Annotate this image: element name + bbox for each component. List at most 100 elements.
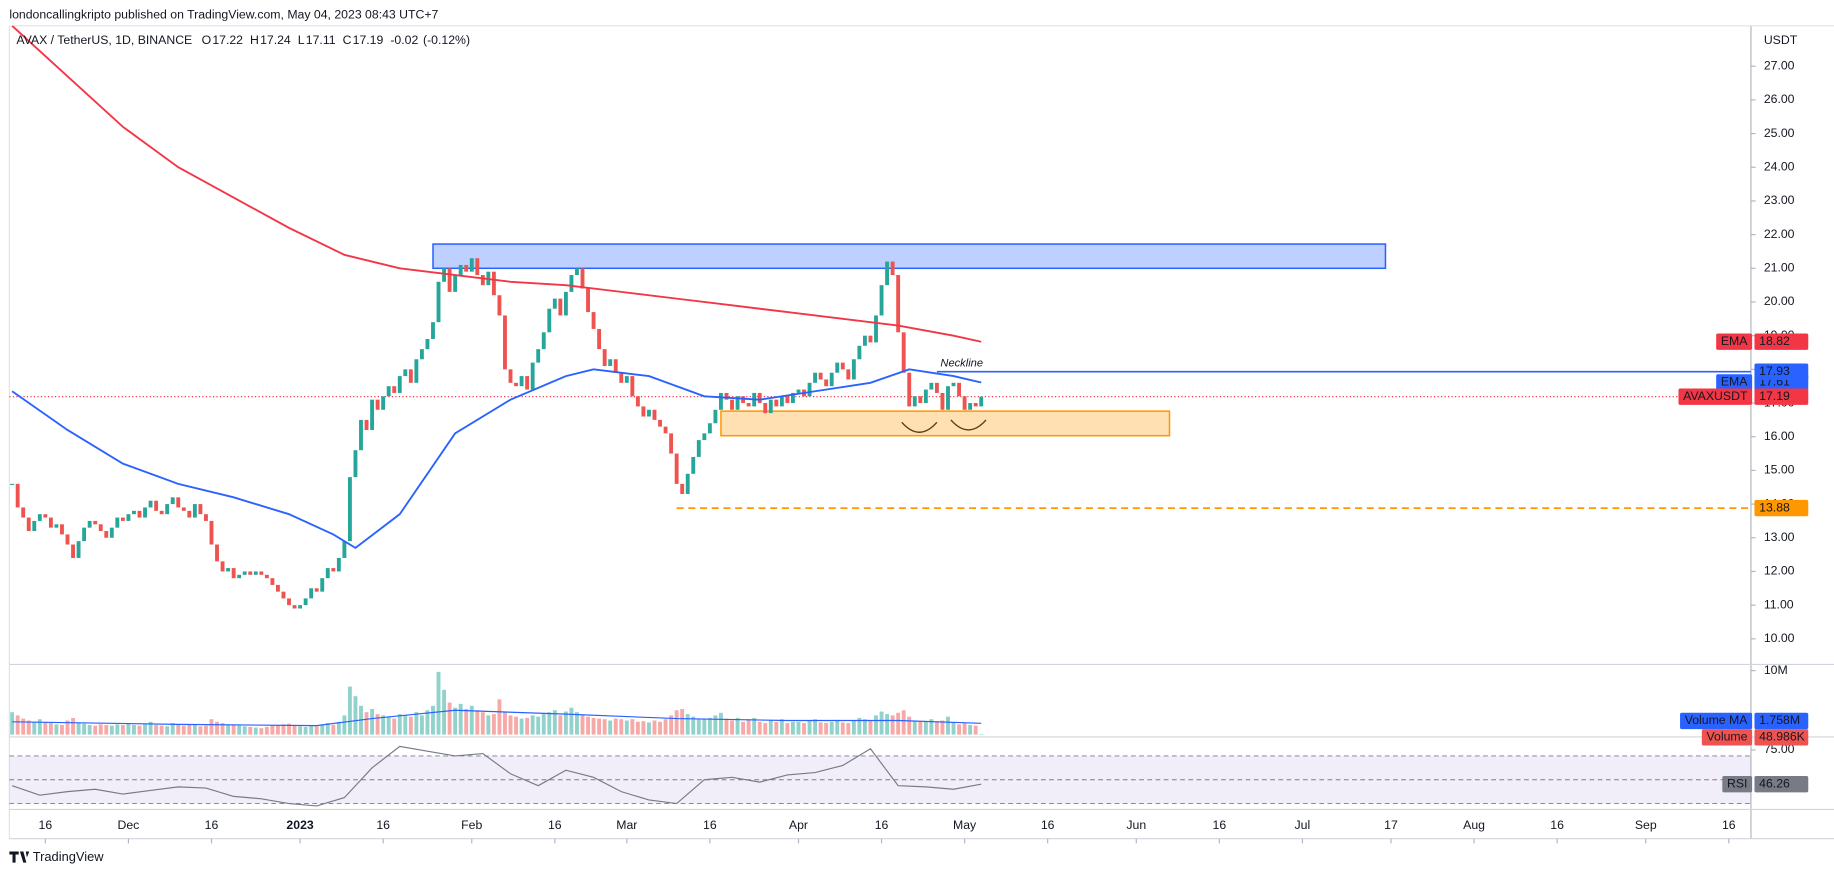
candle <box>143 507 147 518</box>
candle <box>397 376 402 393</box>
volume-bar <box>115 724 120 735</box>
candle <box>868 335 873 343</box>
legend-key: O <box>202 33 212 47</box>
candle <box>885 261 890 286</box>
legend-value: 17.11 <box>306 33 336 47</box>
volume-bar <box>862 719 867 735</box>
volume-bar <box>951 722 956 735</box>
candle <box>790 392 795 404</box>
candle <box>447 268 452 292</box>
candle <box>912 396 917 407</box>
candle <box>115 517 120 528</box>
candle <box>813 372 818 383</box>
volume-bar <box>741 721 746 735</box>
candle <box>109 527 114 538</box>
volume-bar <box>292 724 297 735</box>
candle <box>658 419 662 427</box>
candle <box>298 605 303 609</box>
x-tick-label: Aug <box>1463 818 1485 832</box>
x-tick-label: 16 <box>39 818 53 832</box>
candle <box>951 382 956 387</box>
zone <box>432 243 1387 270</box>
volume-bar <box>702 719 707 735</box>
candle <box>264 574 269 579</box>
volume-bar <box>563 711 568 735</box>
y-tick-label: 12.00 <box>1764 564 1795 578</box>
candle <box>685 473 690 494</box>
candle <box>165 504 170 515</box>
candle <box>785 396 790 404</box>
candle <box>586 288 590 313</box>
y-tick-label: 24.00 <box>1764 160 1795 174</box>
volume-bar <box>785 723 790 735</box>
volume-bar <box>497 699 502 735</box>
candle <box>359 419 363 451</box>
x-tick-label: 16 <box>548 818 562 832</box>
volume-bar <box>170 723 175 735</box>
candle <box>132 510 136 515</box>
candle <box>558 298 563 316</box>
candle <box>320 578 325 592</box>
candle <box>719 392 723 410</box>
volume-bar <box>60 724 64 735</box>
volume-bar <box>558 715 563 735</box>
volume-bar <box>370 708 375 735</box>
x-tick-label: 16 <box>1550 818 1564 832</box>
volume-bar <box>403 715 408 735</box>
candle <box>541 332 546 350</box>
y-tick-label: 26.00 <box>1764 92 1795 106</box>
volume-bar <box>874 715 878 735</box>
candle <box>325 568 330 579</box>
candle <box>464 264 469 272</box>
tag-name: Volume MA <box>1685 713 1749 727</box>
volume-bar <box>647 722 651 735</box>
candle <box>824 379 829 387</box>
volume-bar <box>237 725 242 735</box>
y-tick-label: 23.00 <box>1764 193 1795 207</box>
candle <box>934 382 939 393</box>
x-tick-label: 16 <box>376 818 390 832</box>
volume-bar <box>475 710 480 735</box>
volume-bar <box>652 720 657 735</box>
candle <box>536 349 541 363</box>
candle <box>552 298 557 309</box>
candle <box>26 517 31 532</box>
pattern-arc <box>950 419 987 431</box>
candle <box>275 584 280 592</box>
volume-bar <box>929 719 934 735</box>
volume-bar <box>802 723 806 735</box>
volume-bar <box>746 719 751 735</box>
candle <box>713 409 718 424</box>
candle <box>741 396 746 404</box>
candle <box>514 382 518 387</box>
tag-value: 17.93 <box>1759 364 1790 378</box>
legend-change: -0.02 <box>390 33 418 47</box>
candle <box>209 520 214 545</box>
candle <box>619 372 624 383</box>
candle <box>87 520 92 528</box>
volume-bar <box>32 721 37 735</box>
volume-bar <box>851 720 856 735</box>
tag-value-box <box>1754 712 1809 730</box>
volume-bar <box>320 724 325 735</box>
volume-bar <box>525 717 530 735</box>
volume-bar <box>392 718 397 735</box>
y-tick-label: 16.00 <box>1764 429 1795 443</box>
volume-bar <box>735 717 740 735</box>
y-tick-label: 13.00 <box>1764 530 1795 544</box>
volume-bar <box>82 723 87 735</box>
candle <box>281 591 286 599</box>
tag-name: EMA <box>1721 334 1748 348</box>
volume-bar <box>547 712 552 735</box>
x-tick-label: Dec <box>118 818 140 832</box>
footer: TradingView <box>33 849 104 864</box>
x-tick-label: 16 <box>875 818 889 832</box>
candle <box>154 500 159 511</box>
volume-bar <box>287 723 291 735</box>
candle <box>702 433 707 441</box>
volume-bar <box>436 671 441 735</box>
x-tick-label: 16 <box>1213 818 1227 832</box>
volume-bar <box>907 716 912 735</box>
volume-bar <box>148 721 153 735</box>
